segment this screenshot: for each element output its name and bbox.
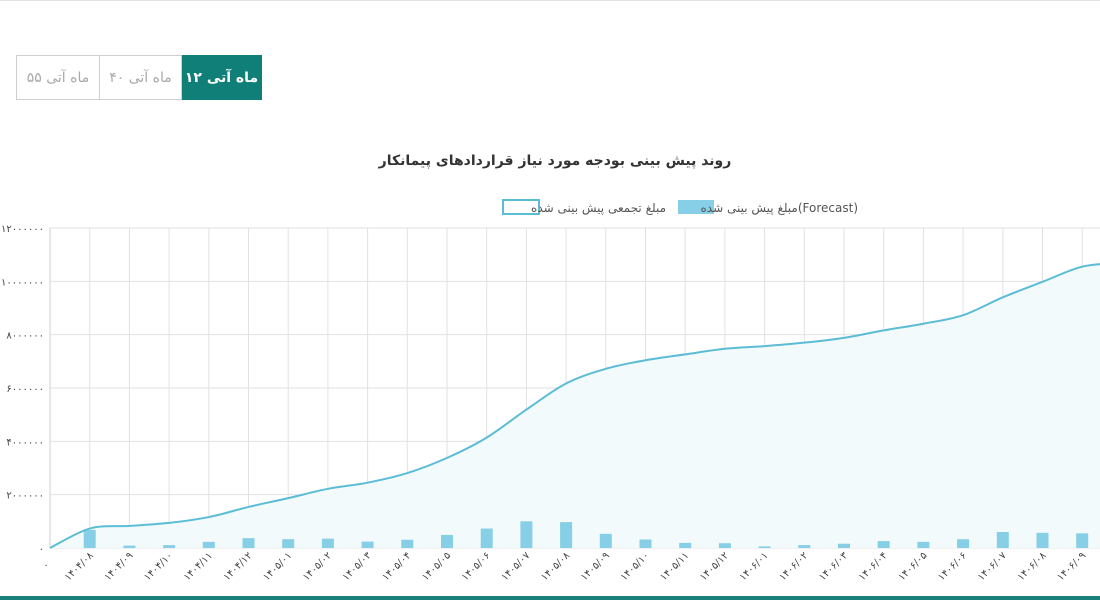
- x-tick-label: ۱۴۰۶/۰۷: [976, 550, 1009, 583]
- forecast-bar: [321, 538, 334, 548]
- forecast-bar: [996, 532, 1009, 548]
- x-tick-label: ۱۴۰۵/۰۳: [341, 550, 374, 583]
- x-tick-label: ۱۴۰۶/۰۸: [1016, 550, 1049, 583]
- y-axis-ticks: ۰ ۲۰۰۰۰۰۰ ۴۰۰۰۰۰۰ ۶۰۰۰۰۰۰ ۸۰۰۰۰۰۰ ۱۰۰۰۰۰۰۰ ۱۲۰…: [1, 224, 44, 555]
- x-tick-label: ۱۴۰۵/۰۹: [579, 550, 612, 583]
- forecast-bar: [798, 545, 811, 548]
- period-tabs: ۵۵ ماه آتی ۴۰ ماه آتی ۱۲ ماه آتی: [16, 55, 262, 100]
- forecast-bar: [361, 541, 374, 548]
- forecast-bar: [480, 528, 493, 548]
- y-tick-label: ۲۰۰۰۰۰۰: [6, 491, 44, 502]
- cumulative-line: [49, 263, 1100, 549]
- forecast-bar: [877, 541, 890, 548]
- legend-bar-label[interactable]: مبلغ پیش بینی شده(Forecast): [701, 201, 858, 216]
- x-tick-label: ۱۴۰۵/۰۴: [380, 550, 413, 583]
- forecast-bar: [639, 539, 652, 548]
- x-tick-label: ۱۴۰۴/۱۰: [142, 550, 175, 583]
- x-tick-label: ۱۴۰۶/۰۶: [936, 550, 969, 583]
- top-divider: [0, 0, 1100, 1]
- forecast-bars: [83, 521, 1089, 548]
- x-tick-label: ۱۴۰۴/۰۹: [103, 550, 136, 583]
- forecast-bar: [838, 543, 850, 548]
- y-tick-label: ۴۰۰۰۰۰۰: [6, 437, 44, 448]
- x-tick-label: ۱۴۰۶/۰۴: [857, 550, 890, 583]
- tab-40-months[interactable]: ۴۰ ماه آتی: [100, 55, 182, 100]
- forecast-bar: [599, 533, 612, 548]
- x-tick-label: ۱۴۰۶/۰۲: [777, 550, 810, 583]
- legend-line-label[interactable]: مبلغ تجمعی پیش بینی شده: [531, 201, 666, 216]
- forecast-bar: [202, 541, 215, 548]
- x-tick-label: ۱۴۰۶/۰۱: [738, 550, 771, 583]
- y-tick-label: ۱۰۰۰۰۰۰۰: [1, 277, 44, 288]
- y-tick-label: ۰: [39, 544, 44, 555]
- chart-title: روند پیش بینی بودجه مورد نیاز قراردادهای…: [378, 153, 732, 169]
- tab-12-months[interactable]: ۱۲ ماه آتی: [182, 55, 262, 100]
- forecast-bar: [441, 534, 453, 548]
- x-tick-label: ۱۴۰۴/۱۲: [222, 550, 255, 583]
- x-tick-label: ۱۴۰۴/۱۱: [182, 550, 215, 583]
- x-tick-label: ۱۴۰۵/۰۱: [261, 550, 294, 583]
- cumulative-area-fill: [50, 264, 1100, 548]
- x-tick-label: ۱۴۰۵/۰۸: [539, 550, 572, 583]
- x-tick-label: ۱۴۰۶/۰۹: [1055, 550, 1088, 583]
- forecast-bar: [758, 546, 771, 548]
- forecast-bar: [718, 543, 731, 548]
- bottom-divider: [0, 596, 1100, 600]
- x-tick-label: ۱۴۰۵/۰۷: [500, 550, 533, 583]
- x-tick-label: ۱۴۰۵/۱۲: [698, 550, 731, 583]
- x-tick-label: ۱۴۰۶/۰۳: [817, 550, 850, 583]
- forecast-bar: [83, 529, 96, 548]
- cumulative-line-path: [49, 263, 1100, 549]
- forecast-bar: [401, 539, 414, 548]
- chart-legend: مبلغ پیش بینی شده(Forecast) مبلغ تجمعی پ…: [502, 199, 858, 216]
- x-tick-label: ۰: [43, 560, 48, 571]
- forecast-bar: [520, 521, 533, 548]
- tab-55-months[interactable]: ۵۵ ماه آتی: [16, 55, 100, 100]
- y-tick-label: ۶۰۰۰۰۰۰: [6, 384, 44, 395]
- x-tick-label: ۱۴۰۵/۰۵: [420, 550, 453, 583]
- forecast-bar: [163, 545, 176, 548]
- x-axis-ticks: ۰ ۱۴۰۴/۰۸ ۱۴۰۴/۰۹ ۱۴۰۴/۱۰ ۱۴۰۴/۱۱ ۱۴۰۴/۱۲ ۱۴۰۵…: [43, 550, 1088, 583]
- forecast-bar: [917, 541, 930, 548]
- y-tick-label: ۱۲۰۰۰۰۰۰: [1, 224, 44, 235]
- forecast-bar: [1036, 532, 1049, 548]
- forecast-bar: [957, 539, 970, 548]
- forecast-bar: [282, 539, 295, 548]
- forecast-bar: [123, 545, 136, 548]
- forecast-bar: [242, 538, 255, 548]
- x-tick-label: ۱۴۰۵/۰۶: [460, 550, 493, 583]
- x-tick-label: ۱۴۰۶/۰۵: [897, 550, 930, 583]
- cumulative-area: [50, 264, 1100, 548]
- forecast-bar: [1076, 533, 1089, 548]
- x-tick-label: ۱۴۰۵/۱۱: [658, 550, 691, 583]
- x-tick-label: ۱۴۰۵/۰۲: [301, 550, 334, 583]
- x-tick-label: ۱۴۰۵/۱۰: [619, 550, 652, 583]
- legend-bar-swatch[interactable]: [678, 200, 714, 214]
- forecast-bar: [560, 522, 573, 548]
- x-tick-label: ۱۴۰۴/۰۸: [63, 550, 96, 583]
- y-tick-label: ۸۰۰۰۰۰۰: [6, 331, 44, 342]
- forecast-bar: [679, 542, 692, 548]
- legend-line-swatch[interactable]: [502, 199, 540, 215]
